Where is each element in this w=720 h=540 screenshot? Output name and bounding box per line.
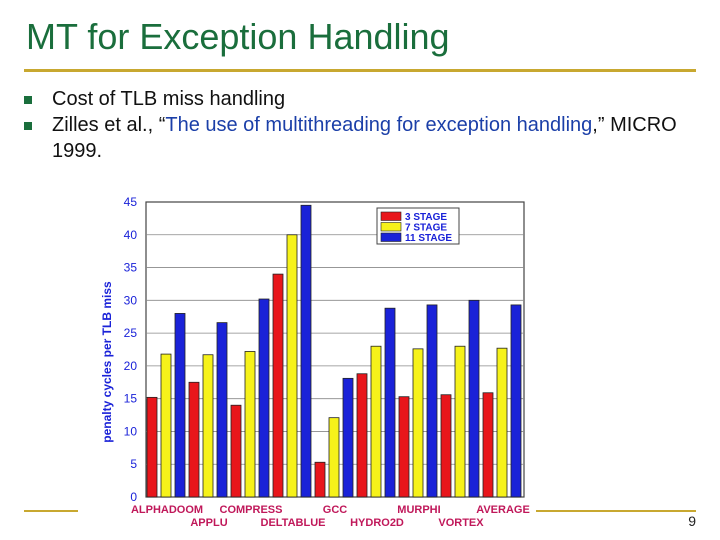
legend-swatch — [380, 211, 402, 221]
legend-entry: 11 STAGE — [405, 233, 452, 244]
x-category-label: DELTABLUE — [261, 517, 326, 528]
bar — [384, 307, 396, 498]
square-bullet-icon — [24, 96, 32, 104]
x-category-label: AVERAGE — [476, 504, 530, 516]
x-category-label: VORTEX — [438, 517, 484, 528]
y-tick-label: 15 — [124, 392, 138, 406]
bar — [426, 304, 438, 498]
legend-swatch — [380, 232, 402, 242]
y-axis-label: penalty cycles per TLB miss — [100, 281, 114, 443]
bullet-text: Cost of TLB miss handling — [52, 88, 286, 110]
y-tick-label: 0 — [130, 490, 137, 504]
footer-divider-left — [24, 510, 78, 512]
bar — [440, 394, 452, 498]
plot-area: 0 5 10 15 20 25 30 35 40 45 ALPHADOOMAPPLUCOMPRESS… — [124, 195, 530, 528]
citation-venue: ,” MICRO 1999. — [52, 114, 677, 162]
x-category-label: APPLU — [190, 517, 227, 528]
x-category-label: GCC — [323, 504, 348, 516]
y-tick-label: 40 — [124, 228, 138, 242]
citation-authors: Zilles et al., “ — [52, 114, 166, 136]
page-number: 9 — [688, 513, 696, 529]
bar — [272, 273, 284, 498]
bar — [370, 345, 382, 498]
bar — [258, 298, 270, 498]
bullet-list: Cost of TLB miss handling Zilles et al.,… — [24, 86, 684, 164]
bar — [510, 304, 522, 498]
bar — [146, 396, 158, 498]
slide-title: MT for Exception Handling — [26, 16, 450, 57]
square-bullet-icon — [24, 122, 32, 130]
y-tick-label: 10 — [124, 424, 138, 438]
bar — [174, 313, 186, 498]
bar — [300, 204, 312, 498]
bar — [160, 353, 172, 498]
bar — [496, 347, 508, 498]
x-category-label: MURPHI — [397, 504, 440, 516]
y-tick-label: 25 — [124, 326, 138, 340]
bar — [230, 404, 242, 498]
bar — [188, 381, 200, 498]
y-tick-label: 20 — [124, 359, 138, 373]
bar — [342, 377, 354, 498]
legend-entry: 3 STAGE — [405, 212, 447, 223]
x-category-label: COMPRESS — [220, 504, 283, 516]
x-category-label: ALPHADOOM — [131, 504, 203, 516]
legend-swatch — [380, 222, 402, 232]
citation-paper-title[interactable]: The use of multithreading for exception … — [165, 114, 593, 136]
title-divider — [24, 69, 696, 72]
bar — [468, 299, 480, 498]
bar — [216, 322, 228, 498]
bar — [482, 392, 494, 498]
footer-divider-right — [536, 510, 696, 512]
bullet-item: Zilles et al., “The use of multithreadin… — [24, 112, 684, 164]
bar — [286, 234, 298, 498]
y-tick-label: 35 — [124, 261, 138, 275]
bullet-item: Cost of TLB miss handling — [24, 86, 684, 112]
legend-entry: 7 STAGE — [405, 223, 447, 234]
bar — [244, 351, 256, 498]
x-category-label: HYDRO2D — [350, 517, 404, 528]
bar — [314, 461, 326, 498]
tlb-penalty-bar-chart: penalty cycles per TLB miss 0 5 10 15 20 25 30… — [94, 192, 530, 528]
y-tick-label: 45 — [124, 195, 138, 209]
bar — [328, 417, 340, 498]
y-tick-label: 5 — [130, 457, 137, 471]
y-tick-label: 30 — [124, 293, 138, 307]
bar — [412, 348, 424, 498]
bar — [356, 373, 368, 498]
bar — [398, 396, 410, 498]
bar — [454, 345, 466, 498]
bar — [202, 354, 214, 498]
